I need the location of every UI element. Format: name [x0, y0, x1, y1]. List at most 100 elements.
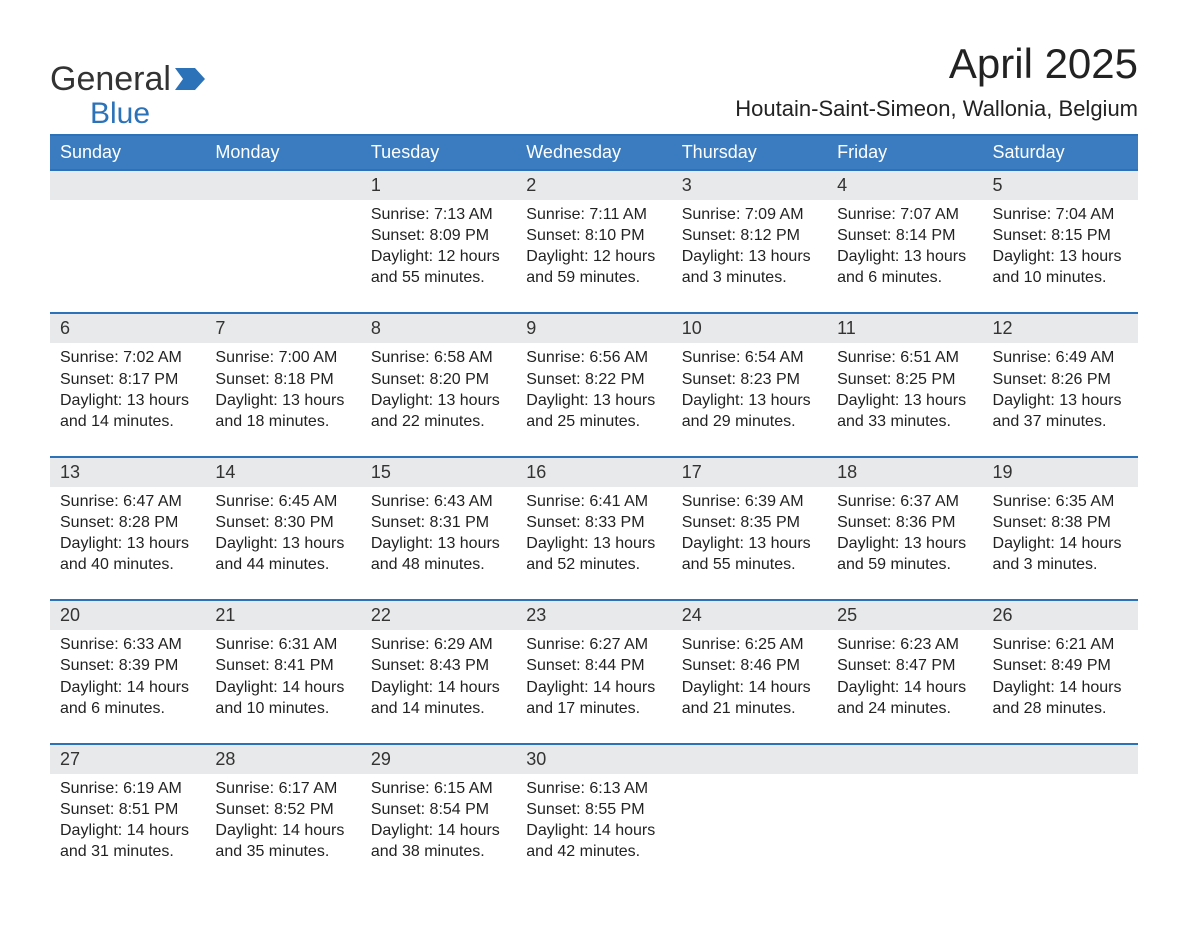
detail-line: Sunset: 8:54 PM: [371, 799, 506, 820]
dates-strip: 27282930: [50, 745, 1138, 774]
details-strip: Sunrise: 6:19 AMSunset: 8:51 PM Daylight:…: [50, 774, 1138, 886]
detail-line: Sunset: 8:10 PM: [526, 225, 661, 246]
detail-line: Sunrise: 6:39 AM: [682, 491, 817, 512]
detail-line: Sunrise: 7:13 AM: [371, 204, 506, 225]
day-detail-cell: Sunrise: 7:00 AMSunset: 8:18 PMDaylight:…: [205, 343, 360, 455]
detail-line: Daylight: 14 hours and 14 minutes.: [371, 677, 506, 719]
date-number-cell: 19: [983, 458, 1138, 487]
day-detail-cell: Sunrise: 6:23 AMSunset: 8:47 PMDaylight:…: [827, 630, 982, 742]
day-detail-cell: Sunrise: 6:41 AMSunset: 8:33 PMDaylight:…: [516, 487, 671, 599]
date-number-cell: 28: [205, 745, 360, 774]
detail-line: Daylight: 13 hours and 55 minutes.: [682, 533, 817, 575]
day-detail-cell: Sunrise: 7:07 AMSunset: 8:14 PMDaylight:…: [827, 200, 982, 312]
detail-line: Sunrise: 6:19 AM: [60, 778, 195, 799]
detail-line: Daylight: 14 hours and 28 minutes.: [993, 677, 1128, 719]
detail-line: Sunset: 8:20 PM: [371, 369, 506, 390]
day-header-cell: Tuesday: [361, 136, 516, 169]
date-number-cell: 10: [672, 314, 827, 343]
detail-line: Daylight: 13 hours and 10 minutes.: [993, 246, 1128, 288]
detail-line: Sunrise: 6:49 AM: [993, 347, 1128, 368]
detail-line: Daylight: 13 hours and 18 minutes.: [215, 390, 350, 432]
day-detail-cell: Sunrise: 6:54 AMSunset: 8:23 PMDaylight:…: [672, 343, 827, 455]
brand-text: General Blue: [50, 60, 205, 131]
brand-word1: General: [50, 60, 171, 98]
dates-strip: 13141516171819: [50, 458, 1138, 487]
detail-line: Sunset: 8:39 PM: [60, 655, 195, 676]
detail-line: Sunrise: 6:54 AM: [682, 347, 817, 368]
flag-icon: [175, 68, 205, 95]
detail-line: Sunset: 8:23 PM: [682, 369, 817, 390]
date-number-cell: 6: [50, 314, 205, 343]
day-detail-cell: Sunrise: 6:35 AMSunset: 8:38 PMDaylight:…: [983, 487, 1138, 599]
day-header-cell: Friday: [827, 136, 982, 169]
detail-line: Daylight: 13 hours and 52 minutes.: [526, 533, 661, 575]
day-detail-cell: Sunrise: 6:27 AMSunset: 8:44 PMDaylight:…: [516, 630, 671, 742]
day-detail-cell: Sunrise: 6:45 AMSunset: 8:30 PMDaylight:…: [205, 487, 360, 599]
day-header-cell: Wednesday: [516, 136, 671, 169]
date-number-cell: 17: [672, 458, 827, 487]
date-number-cell: [50, 171, 205, 200]
detail-line: Daylight: 13 hours and 59 minutes.: [837, 533, 972, 575]
detail-line: Sunset: 8:47 PM: [837, 655, 972, 676]
date-number-cell: [205, 171, 360, 200]
date-number-cell: 15: [361, 458, 516, 487]
calendar-grid: SundayMondayTuesdayWednesdayThursdayFrid…: [50, 134, 1138, 886]
detail-line: Daylight: 13 hours and 48 minutes.: [371, 533, 506, 575]
day-detail-cell: Sunrise: 6:13 AMSunset: 8:55 PMDaylight:…: [516, 774, 671, 886]
detail-line: Sunrise: 6:17 AM: [215, 778, 350, 799]
date-number-cell: 8: [361, 314, 516, 343]
detail-line: Daylight: 14 hours and 35 minutes.: [215, 820, 350, 862]
detail-line: Daylight: 13 hours and 29 minutes.: [682, 390, 817, 432]
date-number-cell: [827, 745, 982, 774]
day-header-cell: Saturday: [983, 136, 1138, 169]
brand-word2: Blue: [90, 97, 205, 131]
detail-line: Sunrise: 6:35 AM: [993, 491, 1128, 512]
detail-line: Sunset: 8:49 PM: [993, 655, 1128, 676]
detail-line: Sunrise: 6:29 AM: [371, 634, 506, 655]
detail-line: Daylight: 14 hours and 24 minutes.: [837, 677, 972, 719]
detail-line: Sunset: 8:44 PM: [526, 655, 661, 676]
detail-line: Daylight: 13 hours and 37 minutes.: [993, 390, 1128, 432]
date-number-cell: 1: [361, 171, 516, 200]
day-detail-cell: Sunrise: 7:04 AMSunset: 8:15 PMDaylight:…: [983, 200, 1138, 312]
date-number-cell: 27: [50, 745, 205, 774]
detail-line: Sunrise: 7:02 AM: [60, 347, 195, 368]
detail-line: Daylight: 14 hours and 3 minutes.: [993, 533, 1128, 575]
day-detail-cell: Sunrise: 6:15 AMSunset: 8:54 PMDaylight:…: [361, 774, 516, 886]
day-detail-cell: Sunrise: 6:17 AMSunset: 8:52 PMDaylight:…: [205, 774, 360, 886]
detail-line: Sunset: 8:22 PM: [526, 369, 661, 390]
detail-line: Sunrise: 6:56 AM: [526, 347, 661, 368]
date-number-cell: 11: [827, 314, 982, 343]
detail-line: Sunset: 8:31 PM: [371, 512, 506, 533]
day-detail-cell: Sunrise: 7:02 AMSunset: 8:17 PMDaylight:…: [50, 343, 205, 455]
detail-line: Daylight: 13 hours and 22 minutes.: [371, 390, 506, 432]
detail-line: Sunset: 8:17 PM: [60, 369, 195, 390]
date-number-cell: 14: [205, 458, 360, 487]
detail-line: Sunrise: 6:37 AM: [837, 491, 972, 512]
date-number-cell: 24: [672, 601, 827, 630]
detail-line: Sunset: 8:46 PM: [682, 655, 817, 676]
detail-line: Sunset: 8:26 PM: [993, 369, 1128, 390]
detail-line: Sunset: 8:38 PM: [993, 512, 1128, 533]
detail-line: Sunset: 8:33 PM: [526, 512, 661, 533]
day-detail-cell: Sunrise: 6:56 AMSunset: 8:22 PMDaylight:…: [516, 343, 671, 455]
detail-line: Sunset: 8:52 PM: [215, 799, 350, 820]
detail-line: Daylight: 13 hours and 6 minutes.: [837, 246, 972, 288]
day-detail-cell: Sunrise: 6:51 AMSunset: 8:25 PMDaylight:…: [827, 343, 982, 455]
date-number-cell: 20: [50, 601, 205, 630]
detail-line: Sunrise: 7:11 AM: [526, 204, 661, 225]
day-detail-cell: Sunrise: 6:33 AMSunset: 8:39 PMDaylight:…: [50, 630, 205, 742]
detail-line: Sunrise: 6:27 AM: [526, 634, 661, 655]
detail-line: Sunset: 8:51 PM: [60, 799, 195, 820]
title-block: April 2025 Houtain-Saint-Simeon, Walloni…: [735, 40, 1138, 134]
date-number-cell: 18: [827, 458, 982, 487]
detail-line: Daylight: 14 hours and 38 minutes.: [371, 820, 506, 862]
date-number-cell: 16: [516, 458, 671, 487]
weeks-container: 12345Sunrise: 7:13 AMSunset: 8:09 PMDayl…: [50, 169, 1138, 886]
day-detail-cell: Sunrise: 6:39 AMSunset: 8:35 PMDaylight:…: [672, 487, 827, 599]
detail-line: Daylight: 14 hours and 17 minutes.: [526, 677, 661, 719]
day-header-row: SundayMondayTuesdayWednesdayThursdayFrid…: [50, 136, 1138, 169]
detail-line: Sunset: 8:36 PM: [837, 512, 972, 533]
date-number-cell: 26: [983, 601, 1138, 630]
detail-line: Daylight: 14 hours and 10 minutes.: [215, 677, 350, 719]
